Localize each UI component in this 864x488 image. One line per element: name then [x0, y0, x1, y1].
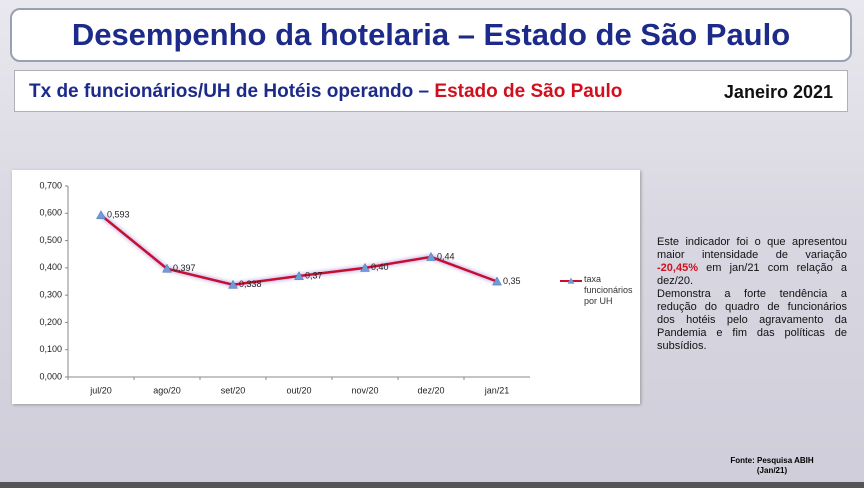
x-tick-label: out/20: [286, 385, 311, 395]
subtitle: Tx de funcionários/UH de Hotéis operando…: [29, 81, 622, 103]
note-p1: Este indicador foi o que apresentou maio…: [657, 236, 847, 288]
x-tick-label: jan/21: [484, 385, 510, 395]
bottom-strip: [0, 482, 864, 488]
marker: [96, 210, 106, 220]
x-tick-label: dez/20: [417, 385, 444, 395]
marker: [492, 276, 502, 286]
subtitle-black: Tx de funcionários/UH de Hotéis operando…: [29, 81, 435, 102]
source-line: (Jan/21): [756, 466, 788, 475]
legend-marker: [567, 277, 575, 284]
data-label: 0,35: [503, 276, 521, 286]
marker: [162, 263, 172, 273]
data-label: 0,44: [437, 251, 455, 261]
y-tick-label: 0,100: [39, 344, 62, 354]
subtitle-bar: Tx de funcionários/UH de Hotéis operando…: [14, 70, 848, 112]
marker: [228, 279, 238, 289]
note-highlight: -20,45%: [657, 262, 698, 274]
marker: [294, 271, 304, 280]
data-label: 0,40: [371, 262, 389, 272]
data-label: 0,338: [239, 279, 262, 289]
marker: [426, 251, 436, 261]
y-tick-label: 0,600: [39, 208, 62, 218]
x-tick-label: ago/20: [153, 385, 181, 395]
date: Janeiro 2021: [723, 82, 833, 102]
legend-label: taxa funcionários por UH: [584, 274, 633, 306]
y-tick-label: 0,400: [39, 262, 62, 272]
y-tick-label: 0,700: [39, 180, 62, 190]
subtitle-red: Estado de São Paulo: [434, 81, 623, 102]
note: Este indicador foi o que apresentou maio…: [657, 236, 847, 353]
y-tick-label: 0,300: [39, 290, 62, 300]
note-text: Este indicador foi o que apresentou maio…: [657, 236, 847, 261]
data-label: 0,37: [305, 270, 323, 280]
y-tick-label: 0,500: [39, 235, 62, 245]
chart-box: [12, 170, 640, 404]
note-p2: Demonstra a forte tendência a redução do…: [657, 288, 847, 352]
data-label: 0,397: [173, 263, 196, 273]
x-tick-label: set/20: [221, 385, 246, 395]
data-label: 0,593: [107, 210, 130, 220]
slide-title: Desempenho da hotelaria – Estado de São …: [10, 8, 852, 62]
marker: [360, 262, 370, 272]
y-tick-label: 0,200: [39, 317, 62, 327]
x-tick-label: jul/20: [89, 385, 112, 395]
source: Fonte: Pesquisa ABIH (Jan/21): [722, 456, 822, 476]
x-tick-label: nov/20: [351, 385, 378, 395]
source-line: Fonte: Pesquisa ABIH: [730, 456, 814, 465]
y-tick-label: 0,000: [39, 371, 62, 381]
note-text: em jan/21 com relação a dez/20.: [657, 262, 847, 287]
